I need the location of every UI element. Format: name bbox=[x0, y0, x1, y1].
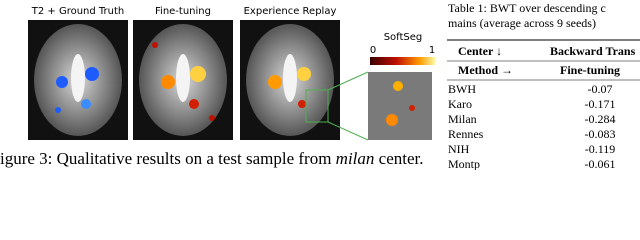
colorbar-min: 0 bbox=[370, 45, 376, 56]
cell-value: -0.07 bbox=[588, 82, 613, 96]
table-header: Fine-tuning bbox=[560, 63, 620, 77]
cell-value: -0.119 bbox=[585, 142, 616, 156]
cell-value: -0.061 bbox=[585, 157, 616, 170]
brain-images bbox=[28, 20, 436, 141]
row-label: Karo bbox=[448, 97, 472, 111]
panel-label: Experience Replay bbox=[244, 6, 337, 17]
cell-value: -0.284 bbox=[585, 112, 616, 126]
row-label: Montp bbox=[448, 157, 480, 170]
table-header: Backward Trans bbox=[550, 44, 636, 58]
colorbar-title: SoftSeg bbox=[384, 32, 423, 43]
table-header: Center ↓ bbox=[458, 44, 502, 58]
figure-caption: igure 3: Qualitative results on a test s… bbox=[0, 149, 424, 168]
row-label: NIH bbox=[448, 142, 470, 156]
page: T2 + Ground Truth Fine-tuning Experience… bbox=[0, 1, 640, 170]
panel-labels: T2 + Ground Truth Fine-tuning Experience… bbox=[31, 6, 435, 56]
caption-emphasis: milan bbox=[336, 149, 375, 168]
colorbar-max: 1 bbox=[429, 45, 435, 56]
caption-text: igure 3: Qualitative results on a test s… bbox=[0, 149, 336, 168]
cell-value: -0.171 bbox=[585, 97, 616, 111]
cell-value: -0.083 bbox=[585, 127, 616, 141]
table-title: Table 1: BWT over descending c bbox=[448, 1, 606, 15]
table-header: Method → bbox=[458, 63, 513, 77]
row-label: BWH bbox=[448, 82, 476, 96]
caption-text: center. bbox=[374, 149, 423, 168]
row-label: Rennes bbox=[448, 127, 484, 141]
table-body: BWH -0.07 Karo -0.171 Milan -0.284 Rennes -0.08… bbox=[448, 82, 616, 170]
table: Table 1: BWT over descending c mains (av… bbox=[447, 1, 640, 170]
row-label: Milan bbox=[448, 112, 477, 126]
panel-label: T2 + Ground Truth bbox=[31, 6, 125, 17]
table-title: mains (average across 9 seeds) bbox=[448, 16, 596, 30]
panel-label: Fine-tuning bbox=[155, 6, 211, 17]
